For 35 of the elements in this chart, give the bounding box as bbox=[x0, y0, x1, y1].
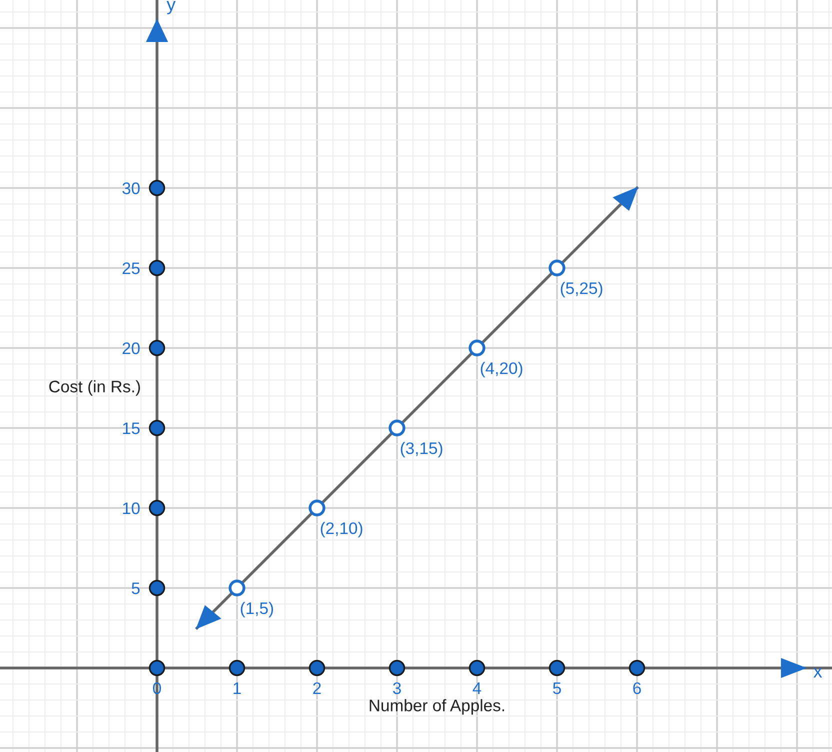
annotation: (4,20) bbox=[480, 362, 522, 378]
point bbox=[148, 580, 166, 596]
point bbox=[308, 660, 326, 676]
y-tick-label: 15 bbox=[123, 422, 140, 434]
x-tick-label: 3 bbox=[393, 682, 401, 694]
y-tick-label: 25 bbox=[122, 262, 140, 274]
annotation: x bbox=[813, 668, 822, 678]
x-tick-label: 4 bbox=[472, 682, 482, 694]
point bbox=[148, 340, 166, 356]
line-series bbox=[196, 186, 638, 630]
annotation: (3,15) bbox=[400, 442, 442, 458]
annotation: (2,10) bbox=[320, 522, 362, 538]
annotation: (5,25) bbox=[560, 282, 602, 298]
y-axis-title: Cost (in Rs.) bbox=[49, 380, 140, 396]
point bbox=[148, 420, 166, 436]
annotation: y bbox=[166, 1, 176, 14]
point bbox=[468, 660, 486, 676]
y-tick-label: 10 bbox=[123, 502, 140, 514]
x-axis-title: Number of Apples. bbox=[370, 699, 504, 715]
annotation: (1,5) bbox=[240, 602, 274, 618]
point bbox=[148, 500, 166, 516]
point bbox=[148, 260, 166, 276]
x-tick-label: 2 bbox=[313, 682, 321, 694]
y-tick-label: 5 bbox=[132, 582, 140, 594]
y-tick-label: 30 bbox=[122, 182, 140, 194]
point bbox=[548, 660, 566, 676]
x-tick-label: 6 bbox=[633, 682, 641, 694]
point bbox=[228, 660, 246, 676]
y-tick-label: 20 bbox=[122, 342, 140, 354]
point bbox=[148, 660, 166, 676]
x-tick-label: 5 bbox=[553, 682, 561, 694]
point bbox=[148, 180, 166, 196]
x-tick-label: 1 bbox=[234, 682, 241, 694]
point bbox=[628, 660, 646, 676]
point bbox=[388, 660, 406, 676]
